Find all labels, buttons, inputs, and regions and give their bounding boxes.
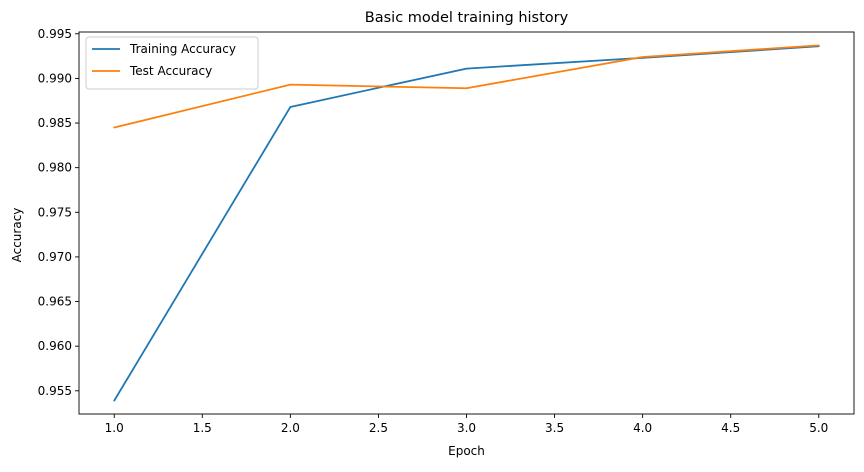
x-tick-label: 4.5 — [721, 421, 740, 435]
plot-area — [79, 32, 854, 414]
x-tick-label: 1.5 — [193, 421, 212, 435]
legend-label-1: Training Accuracy — [129, 42, 236, 56]
y-axis-label: Accuracy — [10, 208, 24, 263]
legend-box — [85, 36, 259, 90]
legend-label-2: Test Accuracy — [129, 64, 212, 78]
y-tick-label: 0.995 — [38, 27, 72, 41]
chart-title: Basic model training history — [365, 10, 569, 26]
x-axis-label: Epoch — [448, 444, 485, 458]
x-tick-label: 4.0 — [633, 421, 652, 435]
y-tick-label: 0.975 — [38, 205, 72, 219]
x-tick-label: 3.0 — [457, 421, 476, 435]
x-tick-label: 1.0 — [105, 421, 124, 435]
y-tick-label: 0.965 — [38, 295, 72, 309]
x-tick-label: 2.0 — [281, 421, 300, 435]
x-tick-label: 3.5 — [545, 421, 564, 435]
y-tick-label: 0.955 — [38, 384, 72, 398]
y-tick-label: 0.980 — [38, 161, 72, 175]
series-line-2 — [113, 44, 820, 129]
y-tick-label: 0.960 — [38, 339, 72, 353]
x-tick-label: 2.5 — [369, 421, 388, 435]
x-tick-label: 5.0 — [809, 421, 828, 435]
y-tick-label: 0.985 — [38, 116, 72, 130]
y-tick-label: 0.970 — [38, 250, 72, 264]
y-tick-label: 0.990 — [38, 71, 72, 85]
legend: Training Accuracy Test Accuracy — [85, 36, 259, 90]
